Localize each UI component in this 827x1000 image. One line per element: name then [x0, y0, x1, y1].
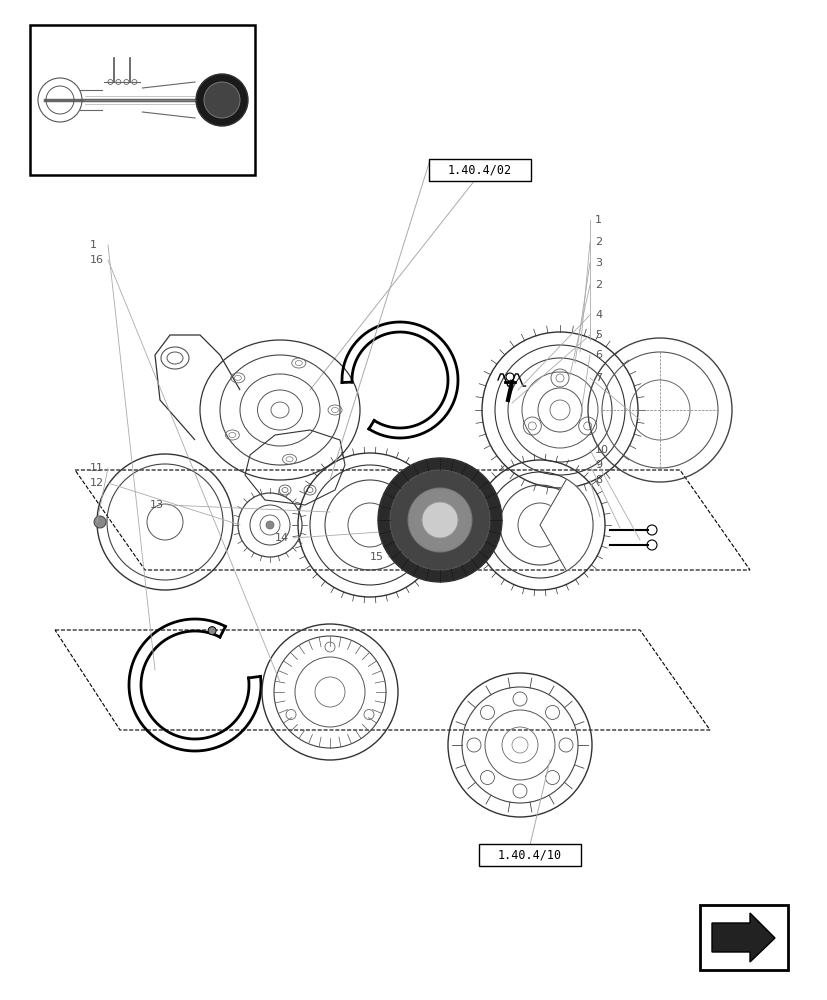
Text: 1: 1 [90, 240, 97, 250]
Text: 16: 16 [90, 255, 104, 265]
Circle shape [196, 74, 248, 126]
Circle shape [94, 516, 106, 528]
Text: 5: 5 [595, 330, 601, 340]
FancyBboxPatch shape [479, 844, 581, 866]
Circle shape [408, 488, 471, 552]
Circle shape [203, 82, 240, 118]
Text: 1.40.4/02: 1.40.4/02 [447, 164, 511, 177]
Text: 6: 6 [595, 350, 601, 360]
Bar [30, 25, 255, 175]
Text: 4: 4 [595, 310, 601, 320]
Text: 1.40.4/10: 1.40.4/10 [497, 848, 562, 861]
Text: 9: 9 [595, 460, 601, 470]
Text: 8: 8 [595, 475, 601, 485]
Bar [699, 905, 787, 970]
Text: 7: 7 [595, 373, 601, 383]
Polygon shape [711, 913, 774, 962]
Text: 2: 2 [595, 237, 601, 247]
Circle shape [265, 521, 274, 529]
Wedge shape [539, 479, 592, 571]
Circle shape [378, 458, 501, 582]
Text: 13: 13 [150, 500, 164, 510]
Text: 14: 14 [275, 533, 289, 543]
Text: 10: 10 [595, 445, 609, 455]
Text: 1: 1 [595, 215, 601, 225]
Circle shape [390, 470, 490, 570]
Text: 11: 11 [90, 463, 104, 473]
FancyBboxPatch shape [428, 159, 530, 181]
Bar [103, 82, 142, 118]
Circle shape [422, 502, 457, 538]
Text: 2: 2 [595, 280, 601, 290]
Text: 12: 12 [90, 478, 104, 488]
Text: 3: 3 [595, 258, 601, 268]
Text: 15: 15 [370, 552, 384, 562]
Circle shape [208, 627, 216, 635]
